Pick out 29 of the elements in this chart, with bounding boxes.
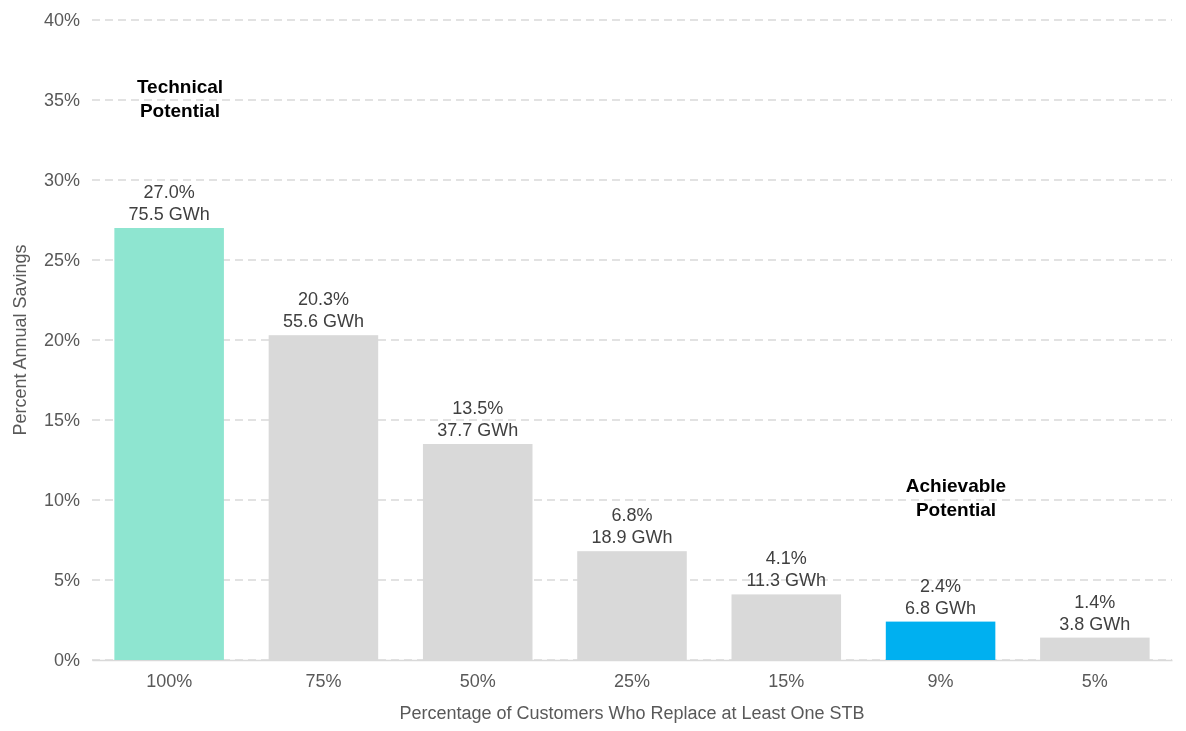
x-tick-label: 15% (768, 670, 805, 691)
data-label: 20.3% 55.6 GWh (282, 289, 364, 332)
bar (885, 621, 996, 660)
y-tick-label: 35% (43, 90, 80, 111)
x-tick-label: 25% (613, 670, 651, 691)
data-label: 13.5% 37.7 GWh (437, 398, 519, 440)
annotation: Achievable Potential (905, 475, 1007, 520)
data-label: 2.4% 6.8 GWh (905, 575, 977, 618)
data-label: 4.1% 11.3 GWh (746, 548, 827, 591)
x-tick-label: 9% (927, 670, 954, 691)
x-axis-title: Percentage of Customers Who Replace at Least One STB (399, 703, 865, 723)
y-tick-label: 5% (53, 570, 80, 591)
x-tick-label: 50% (459, 670, 496, 691)
x-tick-label: 100% (146, 670, 193, 691)
y-axis-title: Percent Annual Savings (10, 244, 30, 436)
x-tick-label: 5% (1081, 670, 1108, 691)
y-tick-label: 20% (43, 330, 80, 351)
y-tick-label: 25% (43, 250, 80, 271)
data-label: 1.4% 3.8 GWh (1059, 591, 1131, 634)
annotation: Technical Potential (136, 76, 224, 121)
y-tick-label: 0% (53, 650, 80, 671)
bar (114, 228, 224, 660)
data-label: 6.8% 18.9 GWh (591, 505, 673, 548)
x-tick-label: 75% (305, 670, 342, 691)
y-tick-label: 40% (43, 10, 80, 31)
data-label: 27.0% 75.5 GWh (128, 182, 210, 224)
y-tick-label: 30% (43, 170, 80, 191)
y-tick-label: 15% (43, 410, 80, 431)
y-tick-label: 10% (43, 490, 80, 511)
